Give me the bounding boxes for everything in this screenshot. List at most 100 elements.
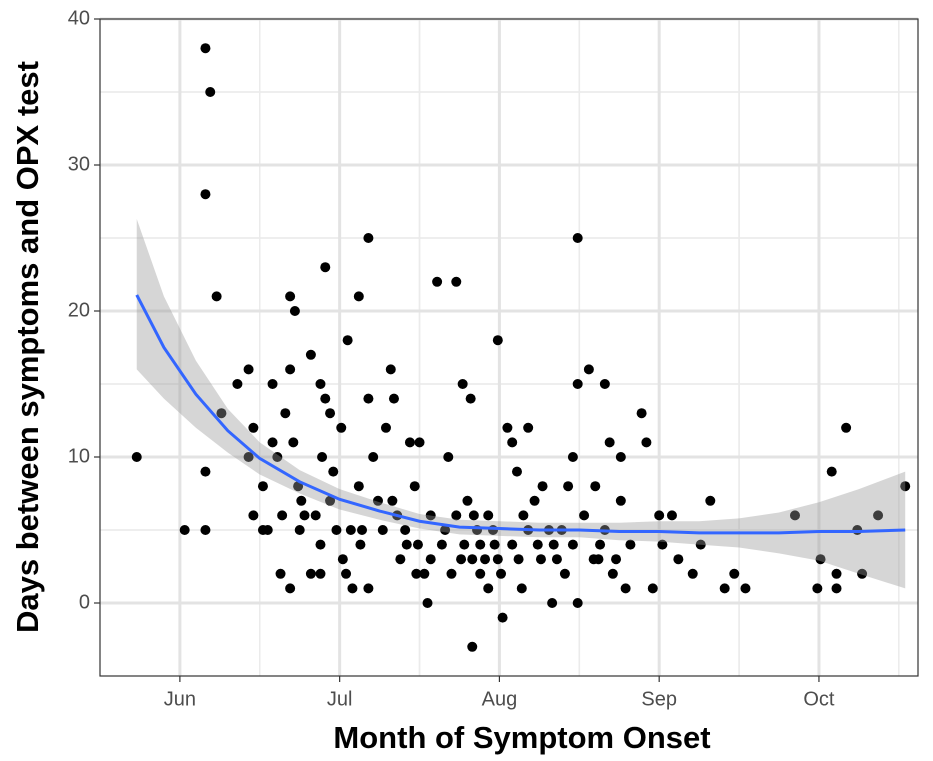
x-tick-label: Jun — [164, 688, 196, 710]
x-axis-title: Month of Symptom Onset — [333, 720, 710, 755]
point — [200, 525, 211, 535]
point — [636, 408, 647, 419]
point — [462, 495, 473, 506]
point — [789, 510, 800, 521]
point — [380, 422, 391, 433]
point — [299, 510, 310, 521]
point — [812, 583, 823, 594]
point — [422, 598, 433, 608]
panel — [100, 19, 918, 676]
point — [267, 437, 278, 448]
x-tick-label: Aug — [482, 688, 518, 710]
point — [620, 583, 631, 594]
point — [467, 554, 478, 565]
point — [341, 568, 352, 579]
point — [523, 422, 534, 433]
point — [305, 568, 316, 579]
point — [480, 554, 491, 565]
point — [641, 437, 652, 448]
point — [285, 291, 296, 302]
point — [572, 379, 583, 389]
point — [551, 554, 562, 565]
point — [372, 495, 383, 506]
point — [625, 539, 636, 550]
axes: 0 10 20 30 40 Jun Jul Aug Sep Oct — [68, 7, 835, 710]
y-tick-label: 0 — [79, 591, 90, 613]
point — [257, 481, 268, 492]
point — [320, 393, 331, 404]
point — [492, 554, 503, 565]
marks — [131, 43, 911, 652]
point — [535, 554, 546, 565]
point — [497, 612, 508, 623]
point — [285, 583, 296, 594]
point — [548, 539, 559, 550]
point — [841, 422, 852, 433]
point — [342, 335, 353, 346]
point — [532, 539, 543, 550]
point — [275, 568, 286, 579]
point — [200, 466, 211, 477]
point — [211, 291, 222, 302]
point — [404, 437, 415, 448]
point — [457, 379, 468, 389]
point — [395, 554, 406, 565]
point — [419, 568, 430, 579]
point — [475, 568, 486, 579]
point — [296, 495, 307, 506]
point — [205, 87, 216, 97]
point — [315, 568, 326, 579]
point — [590, 481, 601, 492]
point — [826, 466, 837, 477]
point — [475, 539, 486, 550]
point — [277, 510, 288, 521]
panel-border — [99, 18, 919, 677]
point — [719, 583, 730, 594]
point — [654, 510, 665, 521]
point — [317, 452, 328, 462]
point — [507, 437, 518, 448]
point — [615, 495, 626, 506]
y-tick-label: 40 — [68, 7, 90, 29]
point — [647, 583, 658, 594]
point — [409, 481, 420, 492]
point — [857, 568, 868, 579]
point — [695, 539, 706, 550]
point — [507, 539, 518, 550]
point — [388, 393, 399, 404]
point — [179, 525, 190, 535]
point — [325, 408, 336, 419]
point — [353, 481, 364, 492]
point — [529, 495, 540, 506]
point — [368, 452, 379, 462]
point — [294, 525, 305, 535]
point — [537, 481, 548, 492]
point — [502, 422, 513, 433]
point — [579, 510, 590, 521]
point — [336, 422, 347, 433]
point — [315, 539, 326, 550]
y-tick-label: 20 — [68, 299, 90, 321]
point — [831, 583, 842, 594]
point — [363, 233, 374, 243]
point — [363, 393, 374, 404]
point — [216, 408, 227, 419]
point — [673, 554, 684, 565]
point — [200, 43, 211, 54]
point — [325, 495, 336, 506]
point — [831, 568, 842, 579]
point — [232, 379, 243, 389]
point — [588, 554, 599, 565]
point — [740, 583, 751, 594]
point — [345, 525, 356, 535]
point — [595, 539, 606, 550]
point — [583, 364, 594, 375]
point — [567, 452, 578, 462]
point — [516, 583, 527, 594]
point — [687, 568, 698, 579]
point — [285, 364, 296, 375]
point — [604, 437, 615, 448]
point — [305, 349, 316, 360]
point — [563, 481, 574, 492]
point — [331, 525, 342, 535]
